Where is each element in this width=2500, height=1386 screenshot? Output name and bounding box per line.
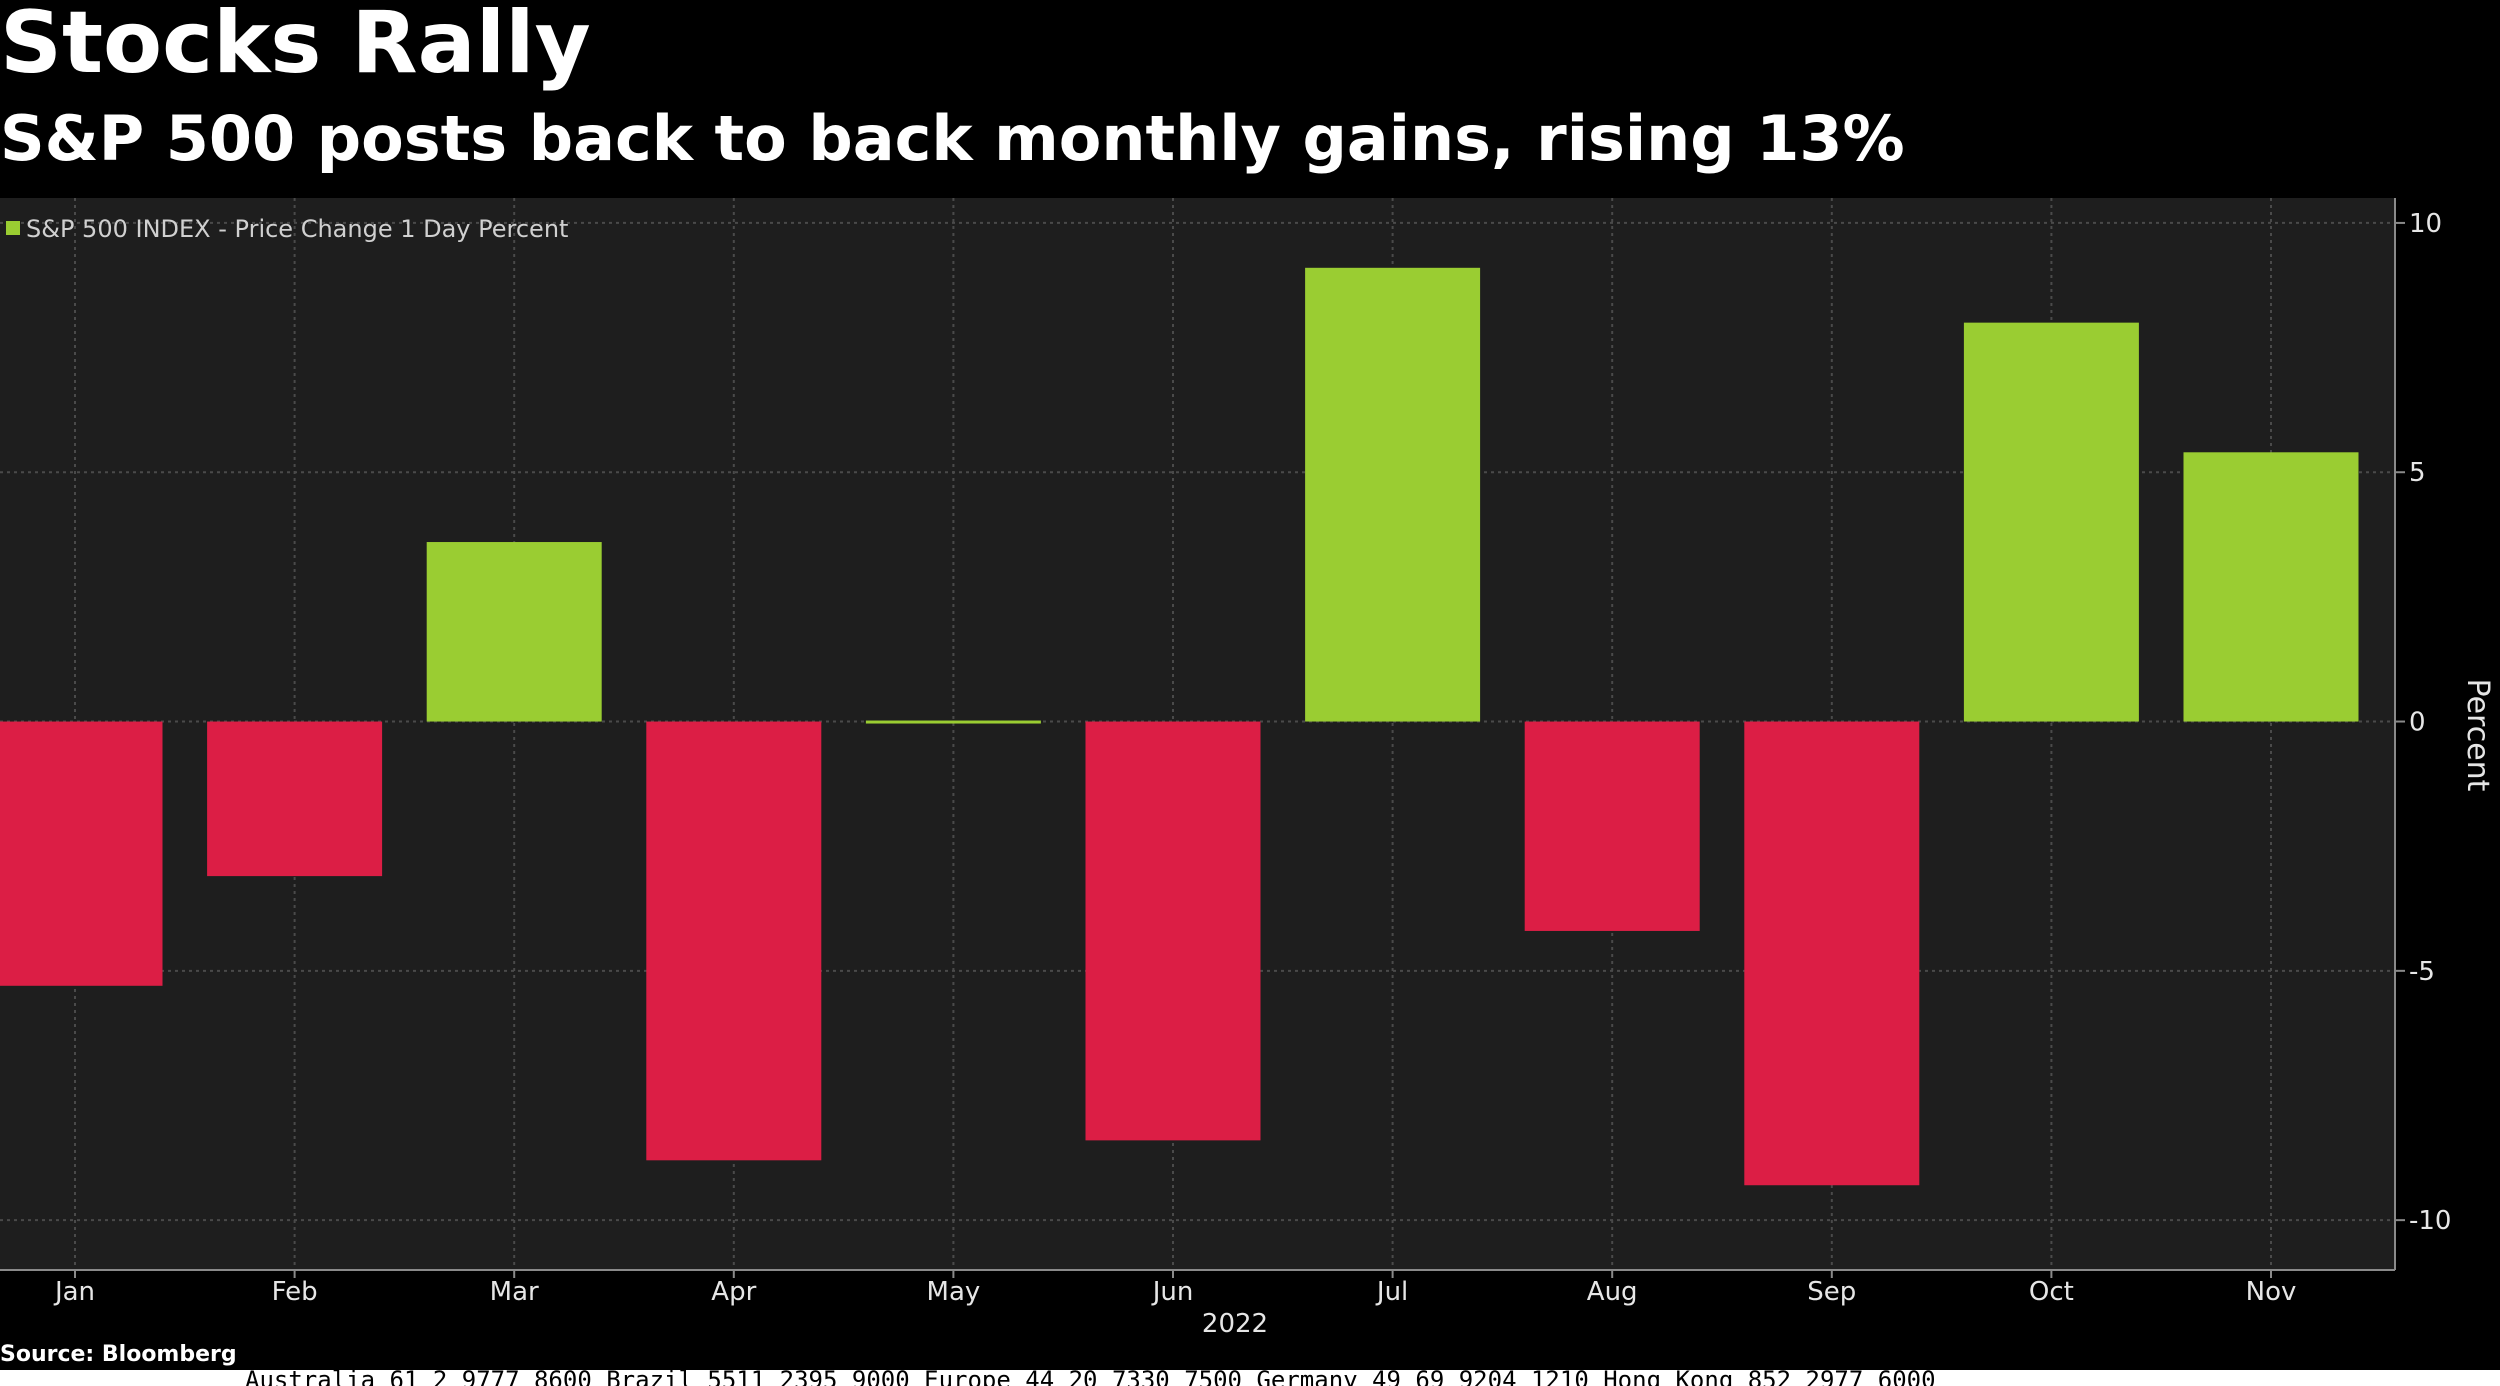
bar-aug [1524,721,1700,931]
x-tick-label: Jan [53,1277,95,1307]
bar-sep [1744,721,1920,1186]
source-note: Source: Bloomberg [0,1342,237,1367]
bar-may [865,720,1041,724]
bars [0,267,2359,1186]
x-tick-label: Feb [272,1277,318,1307]
bar-jun [1085,721,1261,1141]
bar-mar [426,542,602,722]
x-tick-label: Sep [1807,1277,1856,1307]
chart-subtitle: S&P 500 posts back to back monthly gains… [0,102,1905,175]
bar-apr [646,721,822,1161]
legend-label: S&P 500 INDEX - Price Change 1 Day Perce… [26,215,568,243]
x-tick-labels: Jan Feb Mar Apr May Jun Jul Aug Sep Oct Nov [53,1270,2296,1307]
y-tick-label: -10 [2409,1206,2451,1236]
y-tick-label: 10 [2409,209,2442,239]
x-tick-label: Jun [1151,1277,1194,1307]
x-tick-label: May [927,1277,981,1307]
y-tick-labels: 10 5 0 -5 -10 [2395,209,2451,1236]
legend-swatch [6,221,20,235]
x-tick-label: Oct [2029,1277,2074,1307]
x-tick-label: Aug [1587,1277,1638,1307]
x-tick-label: Jul [1375,1277,1408,1307]
bar-nov [2183,452,2359,722]
y-tick-label: -5 [2409,957,2435,987]
bar-feb [207,721,383,877]
x-axis-label: 2022 [1202,1309,1268,1339]
bar-oct [1963,322,2139,722]
x-tick-label: Apr [711,1277,756,1307]
bar-jan [0,721,163,986]
x-tick-label: Mar [490,1277,539,1307]
x-tick-label: Nov [2246,1277,2297,1307]
y-tick-label: 0 [2409,708,2426,738]
chart-title: Stocks Rally [0,0,591,93]
y-axis-label: Percent [2460,679,2495,792]
contact-ticker-text: Australia 61 2 9777 8600 Brazil 5511 239… [245,1370,1936,1386]
y-tick-label: 5 [2409,458,2426,488]
bar-jul [1305,267,1481,722]
contact-ticker: Australia 61 2 9777 8600 Brazil 5511 239… [0,1370,2500,1386]
